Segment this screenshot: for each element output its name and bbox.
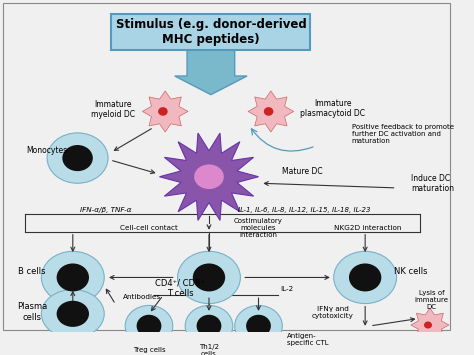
- Polygon shape: [411, 308, 449, 342]
- Ellipse shape: [158, 107, 168, 116]
- Text: Lysis of
immature
DC: Lysis of immature DC: [415, 290, 449, 310]
- FancyArrowPatch shape: [113, 161, 155, 174]
- Ellipse shape: [63, 145, 93, 171]
- FancyArrowPatch shape: [71, 235, 75, 251]
- Ellipse shape: [246, 315, 271, 337]
- Text: IL-2: IL-2: [281, 286, 294, 292]
- FancyArrowPatch shape: [207, 298, 211, 310]
- Text: Cell-cell contact: Cell-cell contact: [120, 225, 178, 231]
- Ellipse shape: [193, 263, 225, 291]
- Text: IFN-α/β, TNF-α: IFN-α/β, TNF-α: [81, 207, 132, 213]
- Ellipse shape: [185, 305, 233, 346]
- Text: Antigen-
specific CTL: Antigen- specific CTL: [287, 333, 328, 345]
- FancyArrowPatch shape: [373, 318, 414, 326]
- Text: Th1/2
cells: Th1/2 cells: [199, 344, 219, 355]
- Polygon shape: [142, 91, 188, 132]
- Polygon shape: [248, 91, 294, 132]
- Text: NK cells: NK cells: [394, 267, 428, 276]
- Text: IFNγ and
cytotoxicity: IFNγ and cytotoxicity: [312, 306, 354, 320]
- Ellipse shape: [235, 305, 283, 346]
- FancyArrowPatch shape: [106, 289, 114, 302]
- FancyArrowPatch shape: [71, 292, 75, 301]
- Polygon shape: [159, 133, 258, 220]
- Ellipse shape: [56, 301, 89, 327]
- Text: Immature
plasmacytoid DC: Immature plasmacytoid DC: [300, 99, 365, 118]
- FancyArrowPatch shape: [207, 235, 211, 251]
- Text: Immature
myeloid DC: Immature myeloid DC: [91, 100, 135, 119]
- Text: Plasma
cells: Plasma cells: [17, 302, 47, 322]
- Text: B cells: B cells: [18, 267, 46, 276]
- FancyArrowPatch shape: [207, 225, 211, 229]
- FancyArrowPatch shape: [256, 298, 260, 310]
- Ellipse shape: [334, 251, 397, 304]
- FancyArrowPatch shape: [114, 129, 151, 151]
- FancyArrowPatch shape: [151, 297, 162, 311]
- FancyArrowPatch shape: [264, 182, 394, 188]
- Ellipse shape: [349, 263, 382, 291]
- Ellipse shape: [41, 290, 104, 338]
- Polygon shape: [175, 50, 247, 95]
- FancyArrowPatch shape: [363, 306, 367, 325]
- Text: Positive feedback to promote
further DC activation and
maturation: Positive feedback to promote further DC …: [352, 124, 454, 144]
- FancyArrowPatch shape: [245, 275, 329, 279]
- Text: Stimulus (e.g. donor-derived
MHC peptides): Stimulus (e.g. donor-derived MHC peptide…: [116, 18, 306, 46]
- Ellipse shape: [264, 107, 273, 116]
- Text: NKG2D interaction: NKG2D interaction: [334, 225, 401, 231]
- Text: Costimulatory
molecules
interaction: Costimulatory molecules interaction: [234, 218, 283, 238]
- FancyArrowPatch shape: [363, 235, 367, 251]
- Ellipse shape: [56, 263, 89, 291]
- Text: CD4⁺/ CD8⁺
T cells: CD4⁺/ CD8⁺ T cells: [155, 279, 205, 298]
- Ellipse shape: [125, 305, 173, 346]
- Ellipse shape: [137, 315, 161, 337]
- FancyArrowPatch shape: [110, 275, 173, 279]
- Ellipse shape: [41, 251, 104, 304]
- Ellipse shape: [47, 133, 108, 183]
- Text: Mature DC: Mature DC: [283, 166, 323, 176]
- Text: Treg cells: Treg cells: [133, 347, 165, 353]
- Ellipse shape: [424, 322, 432, 328]
- Text: IL-1, IL-6, IL-8, IL-12, IL-15, IL-18, IL-23: IL-1, IL-6, IL-8, IL-12, IL-15, IL-18, I…: [238, 207, 371, 213]
- Text: Induce DC
maturation: Induce DC maturation: [411, 174, 454, 193]
- Ellipse shape: [194, 164, 224, 189]
- Text: Monocytes: Monocytes: [27, 146, 68, 155]
- Ellipse shape: [178, 251, 240, 304]
- Ellipse shape: [197, 315, 221, 337]
- Text: Antibodies: Antibodies: [123, 294, 162, 300]
